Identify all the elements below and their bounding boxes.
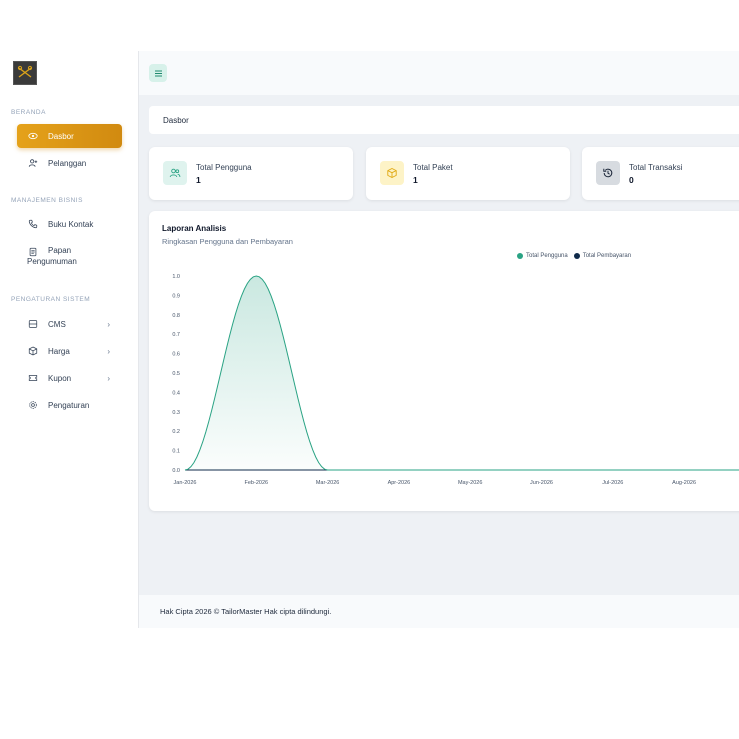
sidebar-item-settings[interactable]: Pengaturan xyxy=(17,393,122,417)
legend-label: Total Pembayaran xyxy=(582,253,632,259)
chevron-right-icon: › xyxy=(107,373,110,383)
sidebar-item-cms[interactable]: CMS › xyxy=(17,312,122,336)
scissors-logo-icon xyxy=(17,65,33,78)
x-tick-label: Apr-2026 xyxy=(388,480,411,486)
main-content: Dasbor Total Pengguna 1 Total Paket 1 To… xyxy=(139,51,739,628)
chart-legend: Total Pengguna Total Pembayaran xyxy=(517,253,637,259)
y-tick-label: 0.7 xyxy=(172,332,180,338)
box-icon xyxy=(380,161,404,185)
history-icon xyxy=(596,161,620,185)
x-tick-label: Jul-2026 xyxy=(602,480,623,486)
sidebar-item-label: CMS xyxy=(48,319,66,329)
y-tick-label: 0.9 xyxy=(172,293,180,299)
eye-icon xyxy=(27,130,39,142)
footer: Hak Cipta 2026 © TailorMaster Hak cipta … xyxy=(139,595,739,628)
x-tick-label: Mar-2026 xyxy=(316,480,340,486)
breadcrumb-current: Dasbor xyxy=(163,115,189,125)
legend-dot xyxy=(573,253,580,259)
y-tick-label: 1.0 xyxy=(172,274,180,280)
chevron-right-icon: › xyxy=(107,319,110,329)
sidebar-item-label: Harga xyxy=(48,346,70,356)
analytics-chart: 0.0 0.1 0.2 0.3 0.4 0.5 0.6 0.7 0.8 0.9 1.0 Jan-202… xyxy=(172,274,739,486)
menu-toggle-button[interactable] xyxy=(149,64,167,82)
section-label-home: BERANDA xyxy=(11,109,46,116)
sidebar-item-dashboard[interactable]: Dasbor xyxy=(17,124,122,148)
sidebar-item-customers[interactable]: Pelanggan xyxy=(17,151,122,175)
breadcrumb: Dasbor xyxy=(149,106,739,134)
y-tick-label: 0.2 xyxy=(172,429,180,435)
x-tick-label: Feb-2026 xyxy=(245,480,269,486)
y-tick-label: 0.5 xyxy=(172,371,180,377)
chart-title: Laporan Analisis xyxy=(162,224,227,233)
hamburger-icon xyxy=(154,70,162,76)
stat-value: 1 xyxy=(413,175,418,185)
stat-value: 0 xyxy=(629,175,634,185)
series-line-users xyxy=(184,275,739,471)
sidebar: BERANDA Dasbor Pelanggan MANAJEMEN BISNI… xyxy=(0,51,139,628)
ticket-icon xyxy=(27,372,39,384)
y-tick-label: 0.3 xyxy=(172,410,180,416)
stat-title: Total Paket xyxy=(413,163,453,172)
sidebar-item-announcements[interactable]: Papan Pengumuman xyxy=(17,243,122,273)
x-tick-label: Jun-2026 xyxy=(530,480,553,486)
chevron-right-icon: › xyxy=(107,346,110,356)
stat-value: 1 xyxy=(196,175,201,185)
chart-subtitle: Ringkasan Pengguna dan Pembayaran xyxy=(162,237,293,246)
stat-card-users: Total Pengguna 1 xyxy=(149,147,353,200)
gear-icon xyxy=(27,399,39,411)
legend-label: Total Pengguna xyxy=(526,253,568,259)
sidebar-item-contacts[interactable]: Buku Kontak xyxy=(17,212,122,236)
x-tick-label: May-2026 xyxy=(458,480,482,486)
section-label-business: MANAJEMEN BISNIS xyxy=(11,197,83,204)
y-tick-label: 0.0 xyxy=(172,468,180,474)
package-icon xyxy=(27,345,39,357)
sidebar-item-label: Pelanggan xyxy=(48,158,87,168)
users-icon xyxy=(163,161,187,185)
sidebar-item-label: Dasbor xyxy=(48,131,74,141)
section-label-system: PENGATURAN SISTEM xyxy=(11,296,91,303)
phone-icon xyxy=(27,218,39,230)
analytics-card: Laporan Analisis Ringkasan Pengguna dan … xyxy=(149,211,739,511)
y-tick-label: 0.6 xyxy=(172,352,180,358)
stat-card-packages: Total Paket 1 xyxy=(366,147,570,200)
x-tick-label: Jan-2026 xyxy=(174,480,197,486)
y-tick-label: 0.1 xyxy=(172,449,180,455)
legend-item-users[interactable]: Total Pengguna xyxy=(517,253,568,259)
clipboard-icon xyxy=(27,246,39,258)
y-tick-label: 0.4 xyxy=(172,390,180,396)
brand-logo[interactable] xyxy=(13,61,37,85)
sidebar-item-label: Papan Pengumuman xyxy=(27,246,77,266)
footer-copyright: Hak Cipta 2026 © TailorMaster Hak cipta … xyxy=(160,607,332,616)
stat-title: Total Pengguna xyxy=(196,163,252,172)
stat-card-transactions: Total Transaksi 0 xyxy=(582,147,739,200)
user-plus-icon xyxy=(27,157,39,169)
app-shell: BERANDA Dasbor Pelanggan MANAJEMEN BISNI… xyxy=(0,51,739,628)
legend-item-payments[interactable]: Total Pembayaran xyxy=(573,253,632,259)
sidebar-item-label: Kupon xyxy=(48,373,72,383)
y-tick-label: 0.8 xyxy=(172,313,180,319)
stat-title: Total Transaksi xyxy=(629,163,683,172)
sidebar-item-label: Pengaturan xyxy=(48,400,90,410)
sidebar-item-label: Buku Kontak xyxy=(48,219,94,229)
x-tick-label: Aug-2026 xyxy=(672,480,696,486)
layout-icon xyxy=(27,318,39,330)
sidebar-item-pricing[interactable]: Harga › xyxy=(17,339,122,363)
sidebar-item-coupons[interactable]: Kupon › xyxy=(17,366,122,390)
series-area-users xyxy=(185,276,739,470)
topbar xyxy=(139,51,739,95)
legend-dot xyxy=(517,253,523,259)
